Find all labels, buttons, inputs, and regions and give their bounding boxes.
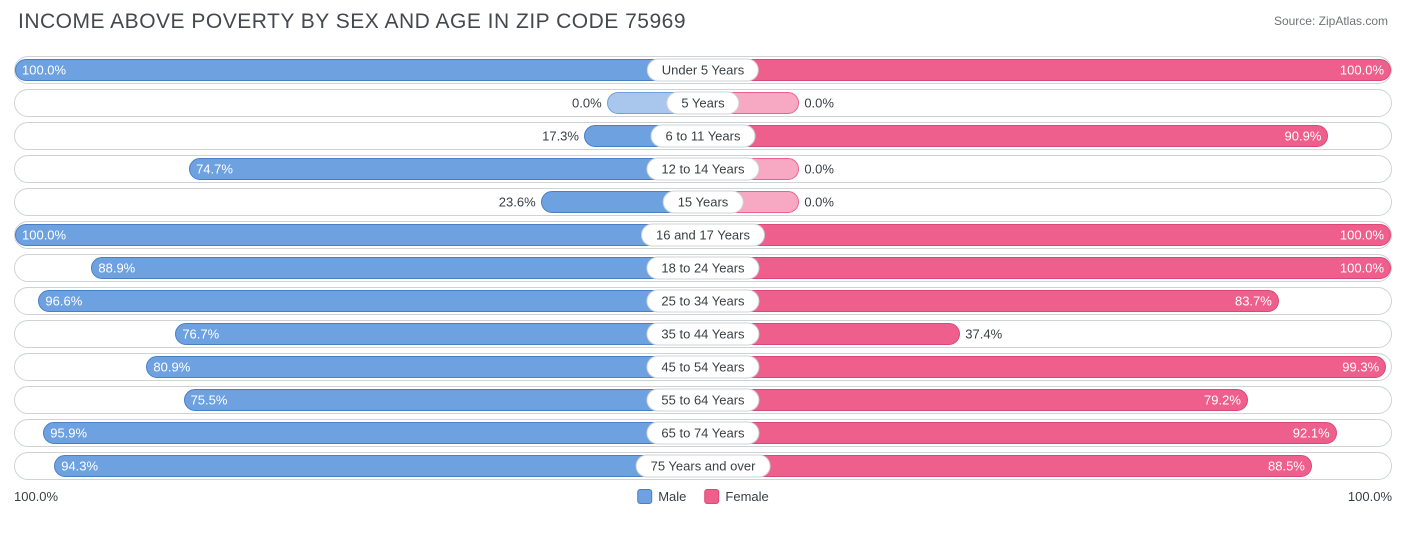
chart-title: INCOME ABOVE POVERTY BY SEX AND AGE IN Z… (18, 10, 686, 34)
chart-row: 100.0% 100.0% Under 5 Years (14, 56, 1392, 84)
category-pill: 18 to 24 Years (646, 257, 759, 280)
legend-female: Female (704, 489, 768, 504)
bar-female: 90.9% (703, 125, 1328, 147)
chart-area: 100.0% 100.0% Under 5 Years 0.0% 0.0% 5 Years… (0, 38, 1406, 480)
bar-male-label: 23.6% (499, 195, 542, 210)
header: INCOME ABOVE POVERTY BY SEX AND AGE IN Z… (0, 0, 1406, 38)
chart-row: 23.6% 0.0% 15 Years (14, 188, 1392, 216)
chart-row: 75.5% 79.2% 55 to 64 Years (14, 386, 1392, 414)
bar-female-label: 99.3% (1342, 360, 1379, 375)
bar-male: 76.7% (175, 323, 703, 345)
bar-female-label: 37.4% (959, 327, 1002, 342)
bar-male: 100.0% (15, 224, 703, 246)
bar-female-label: 100.0% (1340, 261, 1384, 276)
bar-female-label: 90.9% (1285, 129, 1322, 144)
bar-female: 100.0% (703, 257, 1391, 279)
bar-female-label: 0.0% (798, 195, 834, 210)
category-pill: 16 and 17 Years (641, 224, 765, 247)
chart-row: 80.9% 99.3% 45 to 54 Years (14, 353, 1392, 381)
chart-row: 96.6% 83.7% 25 to 34 Years (14, 287, 1392, 315)
chart-row: 88.9% 100.0% 18 to 24 Years (14, 254, 1392, 282)
swatch-female (704, 489, 719, 504)
bar-female-label: 0.0% (798, 96, 834, 111)
bar-male: 88.9% (91, 257, 703, 279)
bar-male: 96.6% (38, 290, 703, 312)
bar-female: 83.7% (703, 290, 1279, 312)
bar-male-label: 100.0% (22, 228, 66, 243)
bar-male-label: 96.6% (45, 294, 82, 309)
bar-female: 100.0% (703, 224, 1391, 246)
bar-male-label: 76.7% (182, 327, 219, 342)
bar-male-label: 74.7% (196, 162, 233, 177)
bar-male-label: 17.3% (542, 129, 585, 144)
chart-row: 74.7% 0.0% 12 to 14 Years (14, 155, 1392, 183)
category-pill: 12 to 14 Years (646, 158, 759, 181)
category-pill: 55 to 64 Years (646, 389, 759, 412)
chart-row: 0.0% 0.0% 5 Years (14, 89, 1392, 117)
bar-male: 95.9% (43, 422, 703, 444)
bar-male-label: 80.9% (153, 360, 190, 375)
bar-male: 94.3% (54, 455, 703, 477)
bar-female-label: 100.0% (1340, 63, 1384, 78)
bar-male-label: 75.5% (191, 393, 228, 408)
legend-male: Male (637, 489, 686, 504)
category-pill: 75 Years and over (636, 455, 771, 478)
legend-male-label: Male (658, 489, 686, 504)
legend: Male Female (637, 489, 769, 504)
bar-male-label: 94.3% (61, 459, 98, 474)
legend-female-label: Female (725, 489, 768, 504)
category-pill: 25 to 34 Years (646, 290, 759, 313)
bar-male: 80.9% (146, 356, 703, 378)
axis-left-label: 100.0% (14, 489, 58, 504)
bar-male-label: 0.0% (572, 96, 608, 111)
bar-male-label: 88.9% (98, 261, 135, 276)
chart-row: 17.3% 90.9% 6 to 11 Years (14, 122, 1392, 150)
bar-female: 100.0% (703, 59, 1391, 81)
bar-female-label: 100.0% (1340, 228, 1384, 243)
bar-female: 79.2% (703, 389, 1248, 411)
bar-female: 99.3% (703, 356, 1386, 378)
chart-row: 94.3% 88.5% 75 Years and over (14, 452, 1392, 480)
source-label: Source: ZipAtlas.com (1274, 10, 1388, 28)
category-pill: Under 5 Years (647, 59, 759, 82)
category-pill: 6 to 11 Years (651, 125, 756, 148)
category-pill: 45 to 54 Years (646, 356, 759, 379)
bar-female-label: 0.0% (798, 162, 834, 177)
bar-male: 75.5% (184, 389, 703, 411)
bar-female-label: 79.2% (1204, 393, 1241, 408)
bar-female: 88.5% (703, 455, 1312, 477)
bar-male: 100.0% (15, 59, 703, 81)
bar-female-label: 88.5% (1268, 459, 1305, 474)
bar-female: 92.1% (703, 422, 1337, 444)
category-pill: 65 to 74 Years (646, 422, 759, 445)
bar-male-label: 100.0% (22, 63, 66, 78)
swatch-male (637, 489, 652, 504)
bar-female-label: 83.7% (1235, 294, 1272, 309)
category-pill: 15 Years (663, 191, 744, 214)
chart-row: 95.9% 92.1% 65 to 74 Years (14, 419, 1392, 447)
axis-right-label: 100.0% (1348, 489, 1392, 504)
category-pill: 5 Years (666, 92, 739, 115)
bar-male: 74.7% (189, 158, 703, 180)
bar-male-label: 95.9% (50, 426, 87, 441)
chart-row: 100.0% 100.0% 16 and 17 Years (14, 221, 1392, 249)
category-pill: 35 to 44 Years (646, 323, 759, 346)
bar-female-label: 92.1% (1293, 426, 1330, 441)
axis-row: 100.0% Male Female 100.0% (0, 485, 1406, 504)
chart-row: 76.7% 37.4% 35 to 44 Years (14, 320, 1392, 348)
